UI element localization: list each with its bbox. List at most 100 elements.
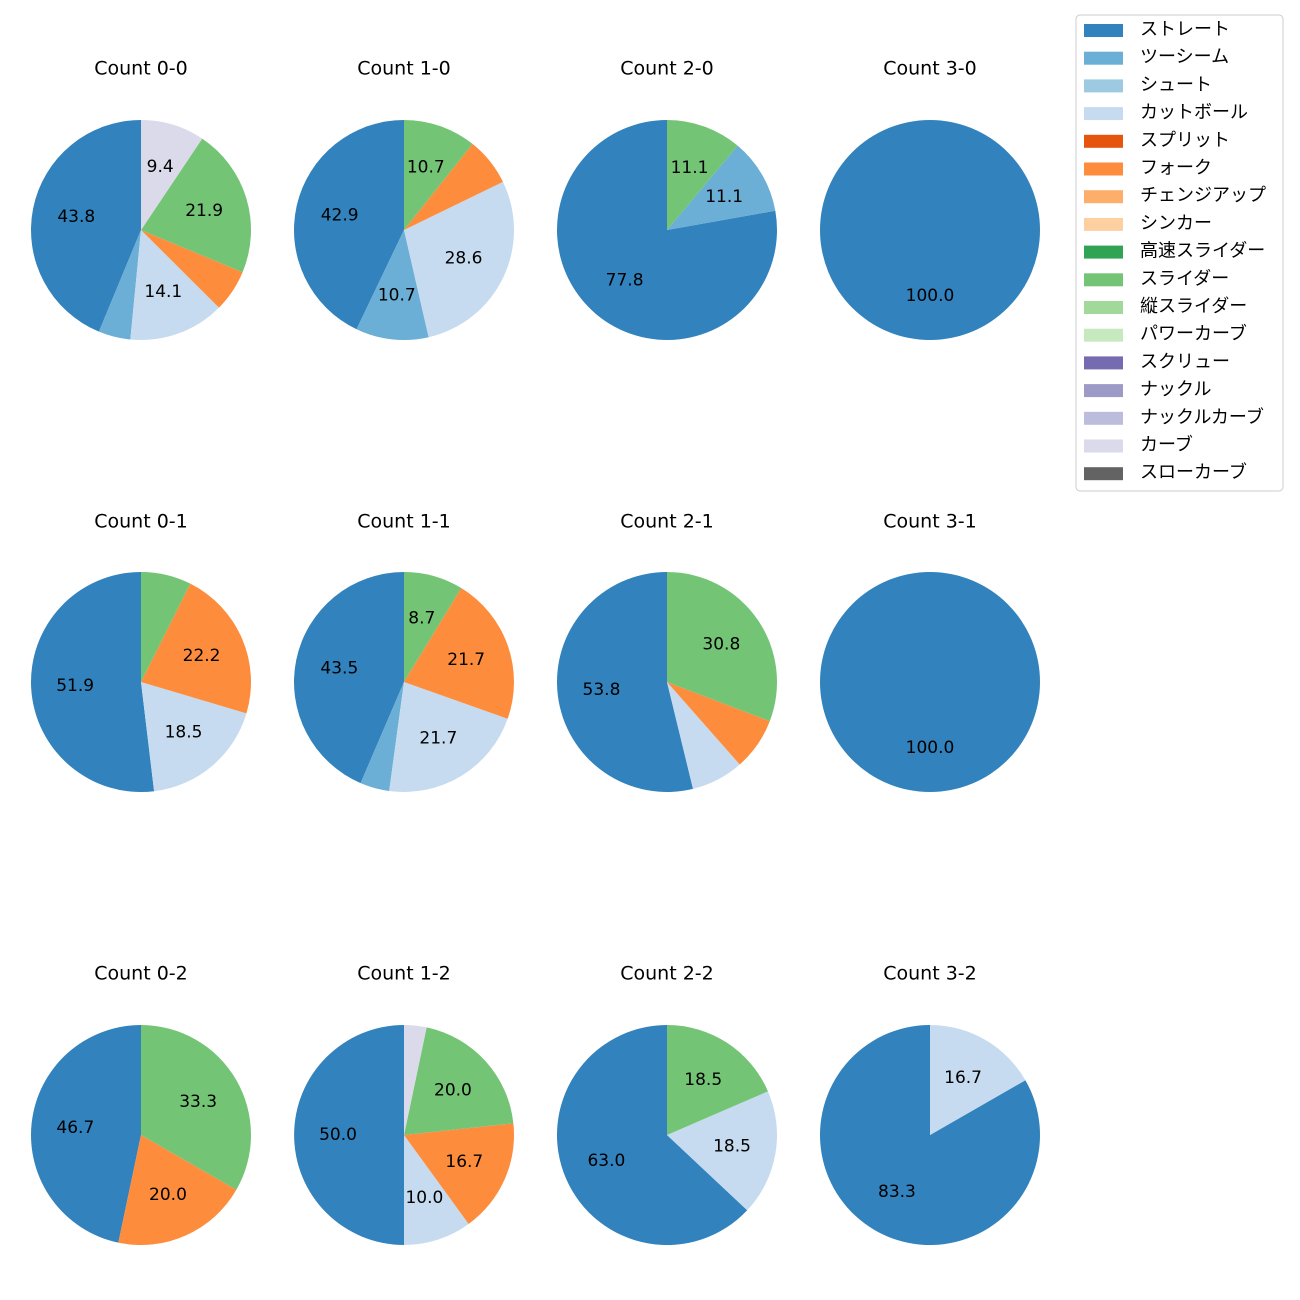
legend-swatch <box>1084 79 1123 93</box>
slice-label: 100.0 <box>906 286 955 306</box>
legend-entry: 縦スライダー <box>1084 296 1247 317</box>
slice-label: 16.7 <box>445 1152 483 1172</box>
slice-label: 33.3 <box>179 1092 217 1112</box>
slice-label: 14.1 <box>144 282 182 302</box>
legend-label: パワーカーブ <box>1140 323 1247 345</box>
pie-slice <box>404 572 462 682</box>
slice-label: 83.3 <box>878 1182 916 1202</box>
legend-entry: 高速スライダー <box>1084 241 1265 262</box>
pie-count-2-1: Count 2-1 53.8 30.8 <box>557 511 778 792</box>
legend-entry: スローカーブ <box>1084 461 1247 483</box>
legend-swatch <box>1084 107 1123 121</box>
slice-label: 43.5 <box>320 659 358 679</box>
slice-label: 30.8 <box>702 635 740 655</box>
pie-slice <box>118 1135 237 1245</box>
legend-entry: ストレート <box>1084 19 1230 40</box>
pie-slice <box>557 572 694 792</box>
legend-label: 高速スライダー <box>1140 241 1265 262</box>
slice-label: 10.0 <box>405 1188 443 1208</box>
legend-entry: シンカー <box>1084 213 1212 234</box>
slice-label: 11.1 <box>671 158 709 178</box>
pie-slice <box>31 120 141 332</box>
slice-label: 22.2 <box>183 646 221 666</box>
legend-entry: スクリュー <box>1084 351 1230 372</box>
legend-label: フォーク <box>1140 158 1212 179</box>
pie-slice <box>556 120 777 341</box>
slice-label: 46.7 <box>56 1118 94 1138</box>
legend-label: カーブ <box>1140 434 1193 456</box>
pie-slice <box>404 588 515 719</box>
slice-label: 42.9 <box>321 205 359 225</box>
pie-slice <box>667 1091 777 1211</box>
legend-swatch <box>1084 328 1123 342</box>
slice-label: 28.6 <box>445 248 483 268</box>
pie-slice <box>130 230 219 340</box>
slice-label: 10.7 <box>378 286 416 306</box>
pie-slice <box>404 1027 514 1135</box>
pie-slice <box>667 120 738 230</box>
pie-slice <box>404 1025 427 1135</box>
pie-slice <box>667 682 740 789</box>
legend-swatch <box>1084 384 1123 398</box>
legend-label: ナックル <box>1140 379 1211 400</box>
legend-entry: カーブ <box>1084 434 1193 456</box>
pie-count-0-2: Count 0-2 46.7 20.0 33.3 <box>31 963 251 1245</box>
pie-slice <box>141 1025 251 1190</box>
pie-count-3-1: Count 3-1 100.0 <box>820 511 1040 792</box>
pie-slice <box>667 682 770 765</box>
pie-slice <box>667 145 776 230</box>
legend-entry: チェンジアップ <box>1084 185 1266 206</box>
pie-slice <box>294 572 404 784</box>
pie-title: Count 3-1 <box>883 511 977 533</box>
slice-label: 53.8 <box>583 680 621 700</box>
slice-label: 10.7 <box>407 158 445 178</box>
pie-slice <box>360 682 404 791</box>
pie-slice <box>930 1025 1026 1135</box>
legend-entry: フォーク <box>1084 158 1212 179</box>
pie-title: Count 2-0 <box>620 58 714 80</box>
pie-count-1-2: Count 1-2 50.0 10.016.7 20.0 <box>294 963 514 1245</box>
legend-entry: カットボール <box>1084 102 1248 123</box>
legend-label: スローカーブ <box>1140 461 1247 483</box>
legend-label: カットボール <box>1140 102 1248 123</box>
legend-entry: パワーカーブ <box>1084 323 1247 345</box>
pie-title: Count 1-0 <box>357 58 451 80</box>
slice-label: 18.5 <box>165 722 203 742</box>
pie-count-2-0: Count 2-0 77.8 11.1 11.1 <box>556 58 777 341</box>
pie-slice <box>667 572 778 722</box>
legend-swatch <box>1084 356 1123 370</box>
legend-entry: スプリット <box>1084 130 1230 151</box>
legend-label: シンカー <box>1140 213 1212 234</box>
pie-slice <box>141 583 251 714</box>
legend-label: スプリット <box>1140 130 1230 151</box>
slice-label: 100.0 <box>906 738 955 758</box>
slice-label: 63.0 <box>587 1151 625 1171</box>
pie-title: Count 3-0 <box>883 58 977 80</box>
legend-label: スライダー <box>1140 268 1229 289</box>
legend-swatch <box>1084 24 1123 37</box>
slice-label: 51.9 <box>56 676 94 696</box>
legend-entry: スライダー <box>1084 268 1229 289</box>
pie-count-3-2: Count 3-2 83.3 16.7 <box>820 963 1040 1246</box>
legend-swatch <box>1084 301 1123 314</box>
pie-title: Count 1-2 <box>357 963 451 985</box>
pie-title: Count 0-2 <box>94 963 188 985</box>
pie-slice <box>556 1025 748 1245</box>
pie-count-0-0: Count 0-0 43.8 14.1 21.9 9.4 <box>31 58 251 340</box>
legend-frame <box>1075 14 1284 492</box>
legend: ストレートツーシームシュートカットボールスプリットフォークチェンジアップシンカー… <box>1075 14 1284 492</box>
pie-title: Count 2-1 <box>620 511 714 533</box>
pie-slice <box>98 230 141 340</box>
pie-count-2-2: Count 2-2 63.0 18.5 18.5 <box>556 963 777 1245</box>
pie-slice <box>820 572 1040 792</box>
pie-slice <box>294 1025 404 1245</box>
pie-slice <box>141 230 243 308</box>
pie-title: Count 1-1 <box>357 511 451 533</box>
slice-label: 21.7 <box>447 650 485 670</box>
legend-swatch <box>1084 190 1123 204</box>
legend-entry: ナックルカーブ <box>1084 406 1264 428</box>
pie-count-1-1: Count 1-1 43.5 21.7 21.7 8.7 <box>294 511 515 793</box>
legend-label: スクリュー <box>1140 351 1230 372</box>
pie-slice <box>404 181 514 338</box>
